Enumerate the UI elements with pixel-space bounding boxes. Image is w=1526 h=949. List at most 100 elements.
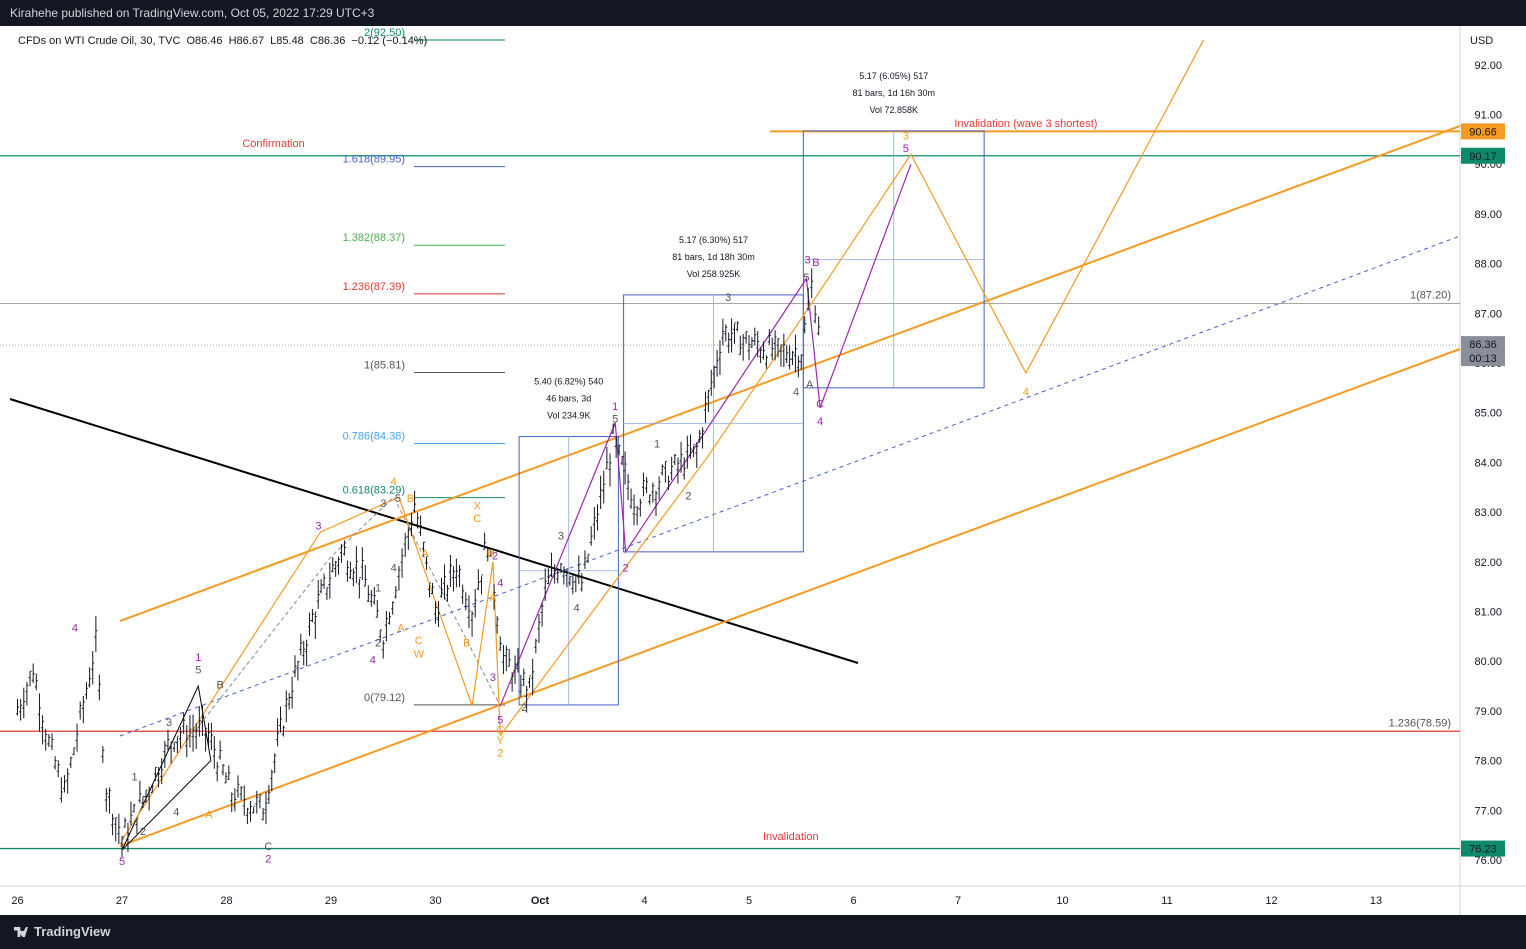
wave-label: B [487,548,494,560]
wave-label: C [415,635,423,647]
measure-box-text: 81 bars, 1d 16h 30m [852,88,935,98]
publish-info: Kirahehe published on TradingView.com, O… [10,6,375,20]
measure-box-text: 5.17 (6.05%) 517 [859,71,928,81]
wave-label: 4 [391,563,397,575]
legend-low: L85.48 [270,35,304,47]
wave-label: 4 [370,655,376,667]
wave-label: 3 [725,292,731,304]
legend-open: O86.46 [186,35,223,47]
wave-label: C [816,399,824,411]
wave-label: 2 [521,702,527,714]
price-axis-badge [1461,147,1505,164]
wave-label: 4 [793,386,799,398]
wave-label: Y [497,735,505,747]
measure-box-text: Vol 234.9K [547,411,591,421]
wave-label: 4 [574,603,580,615]
price-axis-tick-label: 82.00 [1474,557,1502,569]
price-axis-tick-label: 77.00 [1474,805,1502,817]
wave-label: 3 [558,530,564,542]
footer-brand: TradingView [34,924,111,939]
fib-level-label: 0(79.12) [364,692,405,704]
wave-label: 3 [380,498,386,510]
wave-label: B [463,637,470,649]
wave-label: A [489,593,497,605]
fib-level-label: 2(92.50) [364,27,405,39]
price-axis-tick-label: 76.00 [1474,855,1502,867]
wave-label: C [473,513,481,525]
tradingview-logo[interactable]: TradingView [14,924,110,939]
time-axis-tick-label: 7 [955,895,961,907]
chart-area[interactable]: USD 2(92.50) 1.618(89.95) 1.382(88.37) 1.23… [0,26,1526,915]
currency-label: USD [1470,35,1493,47]
fib-level-label: 1.236(87.39) [343,281,405,293]
wave-label: 5 [612,414,618,426]
price-axis-badge [1461,840,1505,857]
price-axis-tick-label: 92.00 [1474,60,1502,72]
wave-label: 4 [497,578,503,590]
wave-label: 3 [804,255,810,267]
legend-symbol[interactable]: CFDs on WTI Crude Oil, 30, TVC [18,35,181,47]
fib-level-label: 0.618(83.29) [343,485,405,497]
wave-label: 2 [685,491,691,503]
wave-label: 4 [1023,386,1029,398]
price-axis-tick-label: 85.00 [1474,408,1502,420]
wave-label: 3 [166,717,172,729]
wave-label: B [407,493,414,505]
wave-label: 1 [654,438,660,450]
wave-label: 1 [612,401,618,413]
wave-label: 1 [375,583,381,595]
channel-lower-line [119,348,1461,847]
tradingview-logo-icon [14,927,28,937]
wave-label: 5 [195,665,201,677]
price-axis-badge [1461,123,1505,140]
fib-level-label: 0.786(84.38) [343,431,405,443]
legend-high: H86.67 [228,35,265,47]
measure-box-text: Vol 72.858K [869,105,918,115]
descending-trendline [9,398,859,664]
wave-label: 3 [903,130,909,142]
time-axis-tick-label: 4 [641,895,647,907]
wave-label: 5 [395,493,401,505]
chart-drawings: 2(92.50) 1.618(89.95) 1.382(88.37) 1.236(87… [0,27,1505,907]
time-axis-tick-label: 5 [746,895,752,907]
symbol-legend: CFDs on WTI Crude Oil, 30, TVC O86.46 H8… [18,35,427,47]
chart-annotation-text: Invalidation [763,831,819,843]
channel-upper-line [119,125,1461,622]
price-chart-svg[interactable]: USD 2(92.50) 1.618(89.95) 1.382(88.37) 1.23… [0,26,1526,915]
time-axis-tick-label: 12 [1265,895,1277,907]
wave-label: 1 [195,652,201,664]
orange-projection-path [499,39,1205,737]
chart-annotation-text: Invalidation (wave 3 shortest) [954,118,1097,130]
chart-annotation-text: Confirmation [242,138,304,150]
wave-label: 2 [140,826,146,838]
legend-change: −0.12 (−0.14%) [351,35,428,47]
price-axis-tick-label: 81.00 [1474,607,1502,619]
right-level-label: 1.236(78.59) [1389,717,1451,729]
wave-label: A [421,548,429,560]
wave-label: 5 [497,714,503,726]
last-price-badge-label: 86.36 [1469,339,1497,351]
time-axis-tick-label: Oct [531,895,550,907]
time-axis-tick-label: 26 [11,895,23,907]
price-axis-tick-label: 80.00 [1474,656,1502,668]
time-axis-tick-label: 28 [220,895,232,907]
publish-header: Kirahehe published on TradingView.com, O… [0,0,1526,26]
wave-label: A [397,622,405,634]
price-axis-tick-label: 84.00 [1474,457,1502,469]
wave-label: B [217,680,224,692]
price-axis-tick-label: 88.00 [1474,259,1502,271]
legend-close: C86.36 [309,35,346,47]
footer-bar: TradingView [0,915,1526,949]
wave-label: 2 [492,550,498,562]
wave-label: 4 [391,476,397,488]
fib-level-label: 1.382(88.37) [343,232,405,244]
time-axis-tick-label: 13 [1370,895,1382,907]
price-axis-tick-label: 78.00 [1474,756,1502,768]
fib-level-label: 1.618(89.95) [343,154,405,166]
wave-label: B [812,257,819,269]
time-axis-tick-label: 30 [429,895,441,907]
measure-box-text: Vol 258.925K [687,269,741,279]
measure-box-text: 81 bars, 1d 18h 30m [672,252,755,262]
wave-label: A [205,809,213,821]
time-axis-tick-label: 6 [850,895,856,907]
